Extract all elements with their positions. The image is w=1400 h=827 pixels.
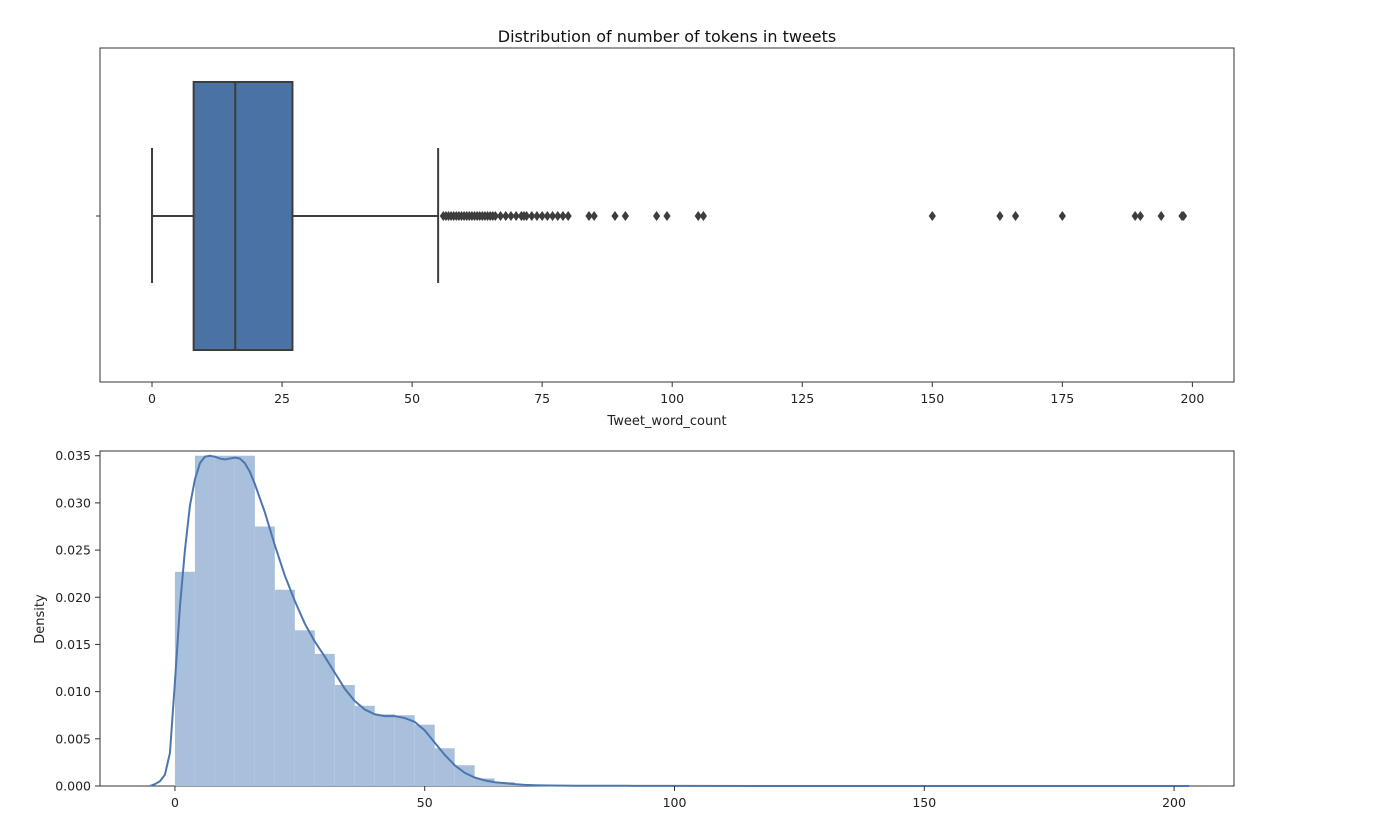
boxplot-outliers	[439, 211, 1188, 221]
histogram-bar	[254, 526, 275, 786]
outlier-point	[996, 211, 1004, 221]
histogram-x-ticks: 0 50 100 150 200	[171, 786, 1186, 810]
outlier-point	[533, 211, 541, 221]
x-tick-label: 200	[1162, 795, 1186, 810]
outlier-point	[694, 211, 702, 221]
outlier-point	[1131, 211, 1139, 221]
outlier-point	[512, 211, 520, 221]
outlier-point	[1058, 211, 1066, 221]
outlier-point	[699, 211, 708, 221]
x-tick-label: 0	[148, 391, 156, 406]
x-tick-label: 125	[790, 391, 814, 406]
y-tick-label: 0.015	[55, 637, 91, 652]
outlier-point	[621, 211, 629, 221]
x-tick-label: 175	[1050, 391, 1074, 406]
outlier-point	[522, 211, 531, 221]
y-tick-label: 0.035	[55, 448, 91, 463]
outlier-point	[528, 211, 536, 221]
x-tick-label: 50	[417, 795, 433, 810]
x-tick-label: 0	[171, 795, 179, 810]
y-tick-label: 0.020	[55, 590, 91, 605]
x-tick-label: 200	[1180, 391, 1204, 406]
boxplot-x-ticks: 0 25 50 75 100 125 150 175 200	[148, 382, 1204, 406]
x-tick-label: 150	[912, 795, 936, 810]
x-tick-label: 150	[920, 391, 944, 406]
outlier-point	[1011, 211, 1020, 221]
histogram-bar	[214, 455, 235, 786]
boxplot-x-axis-label: Tweet_word_count	[606, 414, 726, 429]
outlier-point	[564, 211, 572, 221]
outlier-point	[611, 211, 619, 221]
outlier-point	[538, 211, 546, 221]
histogram-bar	[294, 630, 315, 786]
kde-line	[149, 454, 1190, 787]
outlier-point	[1179, 211, 1188, 221]
histogram-bar	[334, 685, 355, 786]
outlier-point	[652, 211, 661, 221]
histogram-bar	[434, 748, 455, 786]
outlier-point	[1136, 211, 1144, 221]
y-tick-label: 0.010	[55, 684, 91, 699]
histogram-bar	[414, 724, 435, 786]
histogram-bar	[274, 589, 295, 786]
outlier-point	[585, 211, 593, 221]
outlier-point	[502, 211, 510, 221]
histogram-bars	[174, 455, 575, 786]
histogram-panel: 0 50 100 150 200 0.0000.0050.0100.0150.0200.…	[33, 448, 1235, 810]
histogram-bar	[474, 778, 495, 786]
histogram-y-ticks: 0.000 0.005 0.010 0.015 0.020 0.025 0.030 0.035	[55, 448, 100, 794]
outlier-point	[548, 211, 557, 221]
outlier-point	[590, 211, 598, 221]
histogram-bar	[454, 765, 475, 786]
histogram-bar	[394, 715, 415, 786]
x-tick-label: 75	[534, 391, 550, 406]
iqr-box	[192, 81, 294, 351]
histogram-bar	[374, 714, 395, 786]
outlier-point	[554, 211, 562, 221]
y-tick-label: 0.005	[55, 731, 91, 746]
x-tick-label: 100	[660, 391, 684, 406]
outlier-point	[928, 211, 936, 221]
x-tick-label: 100	[663, 795, 687, 810]
histogram-bar	[174, 571, 195, 786]
histogram-y-axis-label: Density	[33, 594, 48, 644]
outlier-point	[507, 211, 515, 221]
histogram-bar	[194, 455, 215, 786]
boxplot-marks	[151, 81, 440, 351]
x-tick-label: 25	[274, 391, 290, 406]
outlier-point	[663, 211, 671, 221]
histogram-bar	[234, 455, 255, 786]
outlier-point	[543, 211, 551, 221]
y-tick-label: 0.030	[55, 495, 91, 510]
outlier-point	[491, 211, 499, 221]
y-tick-label: 0.025	[55, 543, 91, 558]
x-tick-label: 50	[404, 391, 420, 406]
boxplot-panel: Distribution of number of tokens in twee…	[96, 27, 1235, 429]
histogram-bar	[354, 705, 375, 786]
boxplot-title: Distribution of number of tokens in twee…	[498, 27, 836, 46]
outlier-point	[1157, 211, 1165, 221]
outlier-point	[559, 211, 567, 221]
y-tick-label: 0.000	[55, 779, 91, 794]
histogram-bar	[314, 653, 335, 786]
outlier-point	[496, 211, 505, 221]
